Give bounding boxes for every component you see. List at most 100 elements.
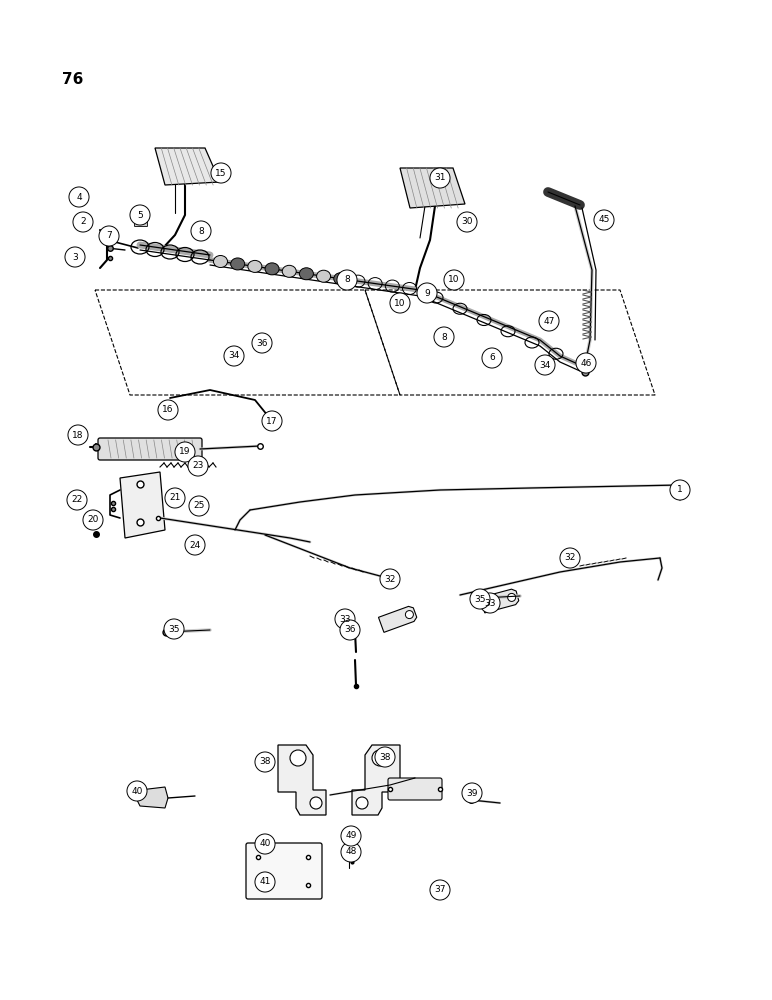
Ellipse shape [248,260,262,272]
Circle shape [335,609,355,629]
Text: 10: 10 [394,298,406,308]
Circle shape [73,212,93,232]
Circle shape [337,270,357,290]
FancyBboxPatch shape [134,218,147,227]
Circle shape [417,283,437,303]
Text: 32: 32 [384,574,396,584]
Circle shape [405,611,413,619]
Text: 35: 35 [474,594,486,603]
Text: 48: 48 [345,848,357,856]
Text: 16: 16 [162,406,174,414]
Circle shape [252,333,272,353]
Text: 25: 25 [193,502,205,510]
Polygon shape [481,589,519,613]
Text: 36: 36 [256,338,268,348]
Polygon shape [278,745,326,815]
Circle shape [255,872,275,892]
Text: 8: 8 [441,332,447,342]
Text: 1: 1 [677,486,683,494]
Polygon shape [136,787,168,808]
Ellipse shape [265,263,279,275]
Text: 30: 30 [461,218,472,227]
Text: 8: 8 [344,275,350,284]
Circle shape [189,496,209,516]
Circle shape [535,355,555,375]
Text: 23: 23 [192,462,204,471]
Circle shape [480,593,500,613]
Circle shape [670,480,690,500]
Circle shape [430,168,450,188]
Text: 33: 33 [484,598,496,607]
Circle shape [127,781,147,801]
Text: 39: 39 [466,788,478,798]
Circle shape [158,400,178,420]
Circle shape [165,488,185,508]
FancyBboxPatch shape [388,778,442,800]
Text: 33: 33 [339,614,350,624]
Circle shape [341,826,361,846]
Circle shape [457,212,477,232]
Ellipse shape [214,255,228,267]
Circle shape [380,569,400,589]
Circle shape [340,620,360,640]
Circle shape [99,226,119,246]
Circle shape [356,797,368,809]
Circle shape [470,589,490,609]
Circle shape [482,348,502,368]
Circle shape [341,842,361,862]
Circle shape [444,270,464,290]
Circle shape [188,456,208,476]
Text: 18: 18 [73,430,83,440]
Text: 76: 76 [62,72,83,87]
Text: 15: 15 [215,168,227,178]
Text: 35: 35 [168,624,180,634]
Circle shape [560,548,580,568]
Text: 6: 6 [489,354,495,362]
Circle shape [539,311,559,331]
Text: 41: 41 [259,878,271,886]
FancyBboxPatch shape [246,843,322,899]
Text: 20: 20 [87,516,99,524]
Text: 5: 5 [137,211,143,220]
Text: 49: 49 [345,832,357,840]
Circle shape [191,221,211,241]
Circle shape [130,205,150,225]
Circle shape [164,619,184,639]
Circle shape [83,510,103,530]
Ellipse shape [334,273,347,285]
Circle shape [508,593,516,601]
Text: 24: 24 [189,540,201,550]
Text: 3: 3 [72,252,78,261]
Text: 46: 46 [581,359,591,367]
Text: 34: 34 [540,360,550,369]
Text: 47: 47 [543,316,555,326]
Text: 40: 40 [131,786,143,796]
Circle shape [372,750,388,766]
Text: 8: 8 [198,227,204,235]
Circle shape [224,346,244,366]
Circle shape [430,880,450,900]
Text: 38: 38 [379,752,391,762]
Circle shape [310,797,322,809]
Text: 17: 17 [266,416,278,426]
Polygon shape [120,472,165,538]
Circle shape [375,747,395,767]
Circle shape [185,535,205,555]
Circle shape [290,750,306,766]
Text: 31: 31 [434,174,445,182]
Text: 9: 9 [424,288,430,298]
Polygon shape [352,745,400,815]
Text: 2: 2 [80,218,86,227]
Text: 7: 7 [106,232,112,240]
Text: 22: 22 [71,495,83,504]
Circle shape [65,247,85,267]
Text: 40: 40 [259,840,271,848]
Circle shape [576,353,596,373]
Text: 10: 10 [449,275,460,284]
Circle shape [67,490,87,510]
Text: 34: 34 [229,352,239,360]
Polygon shape [400,168,465,208]
Circle shape [594,210,614,230]
Circle shape [255,834,275,854]
Circle shape [175,442,195,462]
